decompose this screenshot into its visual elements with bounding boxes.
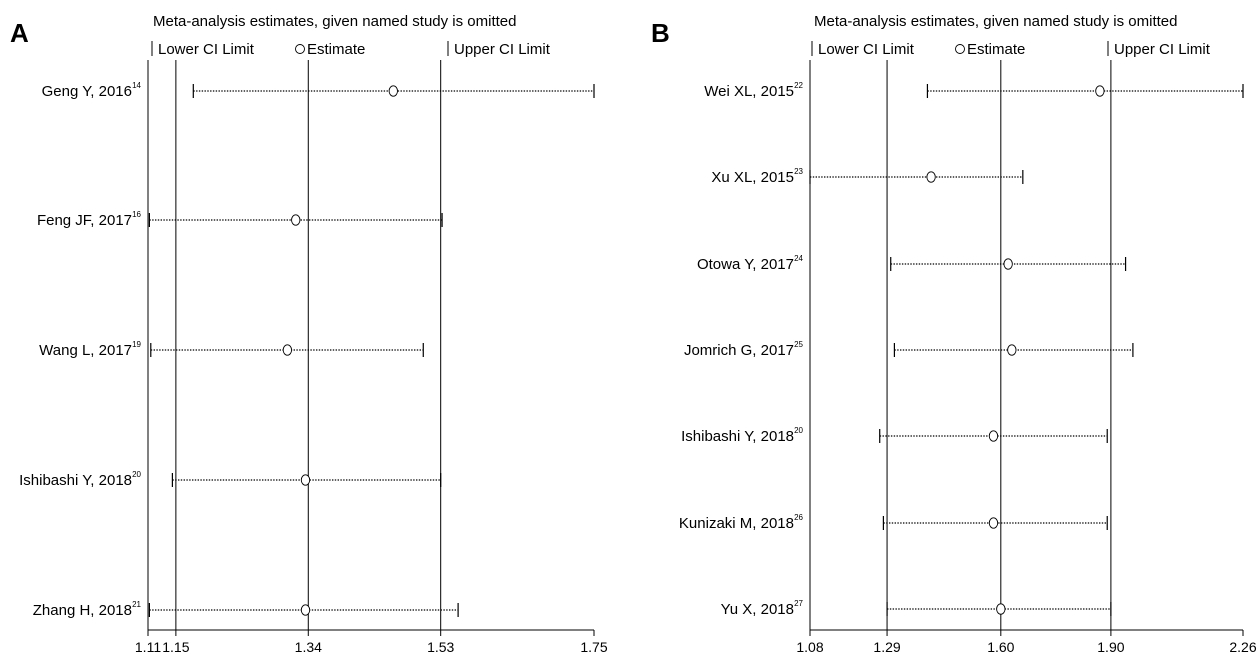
x-tick-label: 1.53 xyxy=(427,639,454,655)
legend-estimate-label: Estimate xyxy=(967,41,1025,58)
x-tick-label: 1.08 xyxy=(796,639,823,655)
study-ref-superscript: 27 xyxy=(794,599,803,608)
panel-a: A Meta-analysis estimates, given named st… xyxy=(10,13,608,655)
x-tick-label: 1.29 xyxy=(873,639,900,655)
study-ref-superscript: 14 xyxy=(132,81,141,90)
x-tick-label: 1.90 xyxy=(1097,639,1124,655)
study-label: Otowa Y, 2017 xyxy=(697,256,794,273)
panel-letter: A xyxy=(10,18,29,48)
legend-lower-label: Lower CI Limit xyxy=(818,41,915,58)
estimate-point xyxy=(1007,344,1017,356)
study-ref-superscript: 20 xyxy=(794,426,803,435)
legend-estimate-marker xyxy=(295,44,305,54)
estimate-point xyxy=(291,214,301,226)
legend-lower-label: Lower CI Limit xyxy=(158,41,255,58)
x-tick-label: 1.34 xyxy=(295,639,322,655)
estimate-point xyxy=(926,171,936,183)
estimate-point xyxy=(300,604,311,616)
study-label: Feng JF, 2017 xyxy=(37,212,132,229)
chart-title: Meta-analysis estimates, given named stu… xyxy=(153,13,517,30)
legend-upper-label: Upper CI Limit xyxy=(454,41,551,58)
x-tick-label: 1.75 xyxy=(580,639,607,655)
study-ref-superscript: 26 xyxy=(794,513,803,522)
estimate-point xyxy=(388,85,398,97)
estimate-point xyxy=(1003,258,1013,270)
legend-upper-label: Upper CI Limit xyxy=(1114,41,1211,58)
study-ref-superscript: 23 xyxy=(794,167,803,176)
study-label: Geng Y, 2016 xyxy=(42,83,132,100)
study-label: Zhang H, 2018 xyxy=(33,602,132,619)
study-label: Ishibashi Y, 2018 xyxy=(19,472,132,489)
panel-letter: B xyxy=(651,18,670,48)
estimate-point xyxy=(1095,85,1105,97)
estimate-point xyxy=(988,430,999,442)
study-ref-superscript: 20 xyxy=(132,470,141,479)
study-label: Wei XL, 2015 xyxy=(704,83,794,100)
x-tick-label: 1.11 xyxy=(135,639,161,655)
estimate-point xyxy=(282,344,293,356)
study-label: Kunizaki M, 2018 xyxy=(679,515,794,532)
study-label: Wang L, 2017 xyxy=(39,342,132,359)
study-label: Jomrich G, 2017 xyxy=(684,342,794,359)
legend-estimate-label: Estimate xyxy=(307,41,365,58)
study-ref-superscript: 25 xyxy=(794,340,803,349)
x-tick-label: 1.60 xyxy=(987,639,1014,655)
study-ref-superscript: 16 xyxy=(132,210,141,219)
study-label: Xu XL, 2015 xyxy=(711,169,794,186)
study-label: Ishibashi Y, 2018 xyxy=(681,428,794,445)
study-ref-superscript: 22 xyxy=(794,81,803,90)
study-ref-superscript: 19 xyxy=(132,340,141,349)
estimate-point xyxy=(996,603,1006,615)
estimate-point xyxy=(988,517,999,529)
chart-title: Meta-analysis estimates, given named stu… xyxy=(814,13,1178,30)
study-ref-superscript: 21 xyxy=(132,600,141,609)
x-tick-label: 1.15 xyxy=(162,639,189,655)
study-label: Yu X, 2018 xyxy=(721,601,794,618)
panel-b: B Meta-analysis estimates, given named st… xyxy=(651,13,1257,655)
estimate-point xyxy=(300,474,311,486)
legend-estimate-marker xyxy=(955,44,965,54)
study-ref-superscript: 24 xyxy=(794,254,803,263)
x-tick-label: 2.26 xyxy=(1229,639,1256,655)
